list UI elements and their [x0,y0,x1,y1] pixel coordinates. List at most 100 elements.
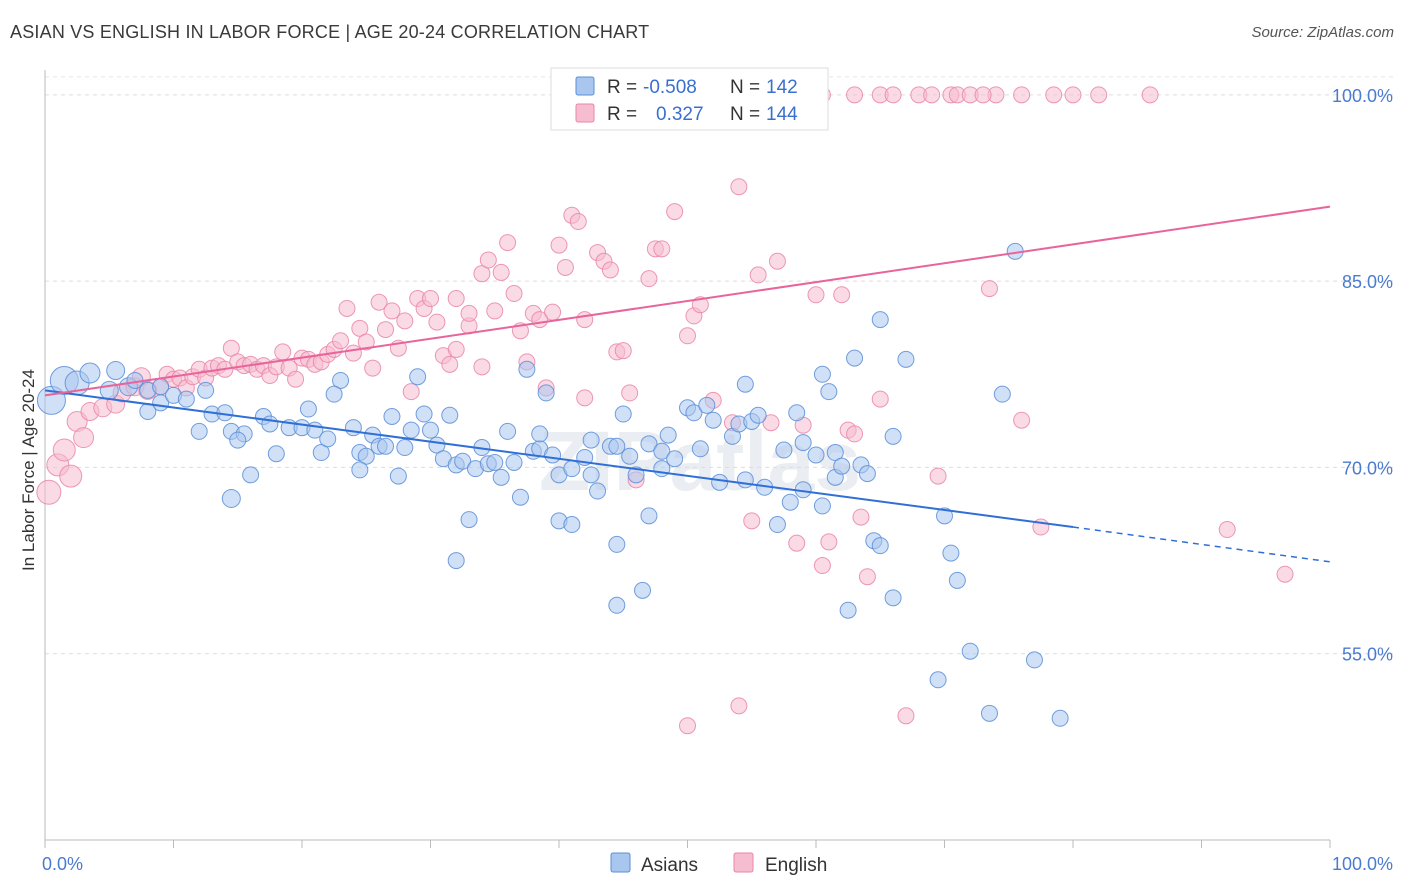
english-point [768,252,786,270]
asian-point [813,365,831,383]
english-point [428,313,446,331]
english-point [222,339,240,357]
english-point [929,467,947,485]
english-point [338,299,356,317]
legend-n-value-2: 144 [766,104,798,125]
english-series [36,86,1294,735]
asian-point [319,430,337,448]
english-point [505,285,523,303]
x-tick-label: 0.0% [42,854,83,874]
y-tick-label: 70.0% [1342,458,1393,478]
asian-point [267,445,285,463]
asian-point [794,434,812,452]
english-point [884,86,902,104]
y-tick-label: 100.0% [1332,86,1393,106]
legend-r-label-1: R = [607,77,637,98]
english-point [666,203,684,221]
english-point [1013,411,1031,429]
english-point [492,263,510,281]
asian-point [781,493,799,511]
asian-point [531,425,549,443]
asian-point [396,439,414,457]
english-point [486,302,504,320]
asian-point [884,589,902,607]
asian-point [582,466,600,484]
english-point [1064,86,1082,104]
english-point [621,384,639,402]
asians-trend-line [44,389,1074,529]
chart-title: ASIAN VS ENGLISH IN LABOR FORCE | AGE 20… [10,22,650,42]
asian-point [589,482,607,500]
english-point [52,438,76,462]
asian-point [389,467,407,485]
y-axis-label: In Labor Force | Age 20-24 [19,369,38,571]
english-point [383,302,401,320]
asian-point [544,446,562,464]
asian-point [486,453,504,471]
asian-point [634,581,652,599]
bottom-legend-label-english: English [765,855,827,876]
english-point [743,512,761,530]
asian-point [820,383,838,401]
legend-n-label-2: N = [730,104,760,125]
english-point [473,358,491,376]
english-point [846,86,864,104]
asian-point [666,450,684,468]
legend-swatch-asians [575,76,595,96]
english-point [357,333,375,351]
legend-r-value-1: -0.508 [643,77,697,98]
asian-point [685,404,703,422]
asian-point [980,704,998,722]
english-point [974,86,992,104]
asian-point [518,360,536,378]
asian-point [563,516,581,534]
english-point [460,304,478,322]
axes [44,70,1331,848]
asian-point [332,371,350,389]
english-point [73,427,95,449]
asian-point [492,468,510,486]
asian-point [826,444,844,462]
legend-r-label-2: R = [607,104,637,125]
english-point [36,479,62,505]
asian-point [659,426,677,444]
asian-point [736,375,754,393]
english-point [730,178,748,196]
asian-point [447,552,465,570]
y-tick-labels: 55.0% 70.0% 85.0% 100.0% [1332,86,1393,665]
asian-point [929,671,947,689]
english-point [980,280,998,298]
english-point [852,508,870,526]
asian-point [640,507,658,525]
asian-point [608,535,626,553]
english-point [441,355,459,373]
english-point [332,332,350,350]
english-point [653,240,671,258]
asian-point [640,435,658,453]
asian-point [749,406,767,424]
english-point [1218,521,1236,539]
asian-point [948,571,966,589]
english-point [833,286,851,304]
bottom-legend-swatch-asians [610,852,631,873]
asian-point [775,441,793,459]
asian-point [608,437,626,455]
asian-point [409,368,427,386]
trend-lines [44,205,1331,563]
asian-point [936,507,953,525]
bottom-legend-label-asians: Asians [641,855,698,876]
english-point [473,265,491,283]
english-point [1141,86,1159,104]
asian-point [229,431,247,449]
english-point [749,266,767,284]
english-point [1013,86,1031,104]
english-point [1276,565,1294,583]
asian-point [505,453,523,471]
legend-n-value-1: 142 [766,77,798,98]
asian-point [221,488,241,508]
asian-point [377,437,395,455]
english-point [556,258,574,276]
asian-point [357,447,375,465]
english-point [364,359,382,377]
